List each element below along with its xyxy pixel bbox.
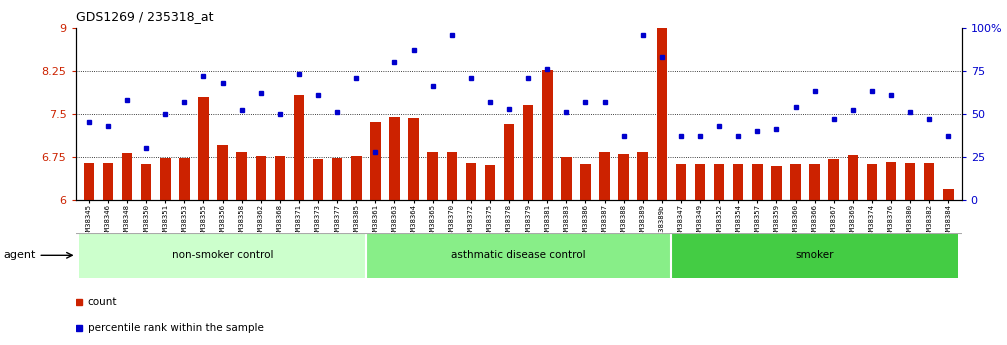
Bar: [905, 163, 915, 200]
Text: GDS1269 / 235318_at: GDS1269 / 235318_at: [76, 10, 213, 23]
Bar: [141, 165, 151, 200]
Bar: [672, 233, 958, 278]
Bar: [504, 124, 515, 200]
Bar: [160, 158, 170, 200]
Bar: [848, 155, 858, 200]
Bar: [103, 163, 113, 200]
Bar: [714, 165, 724, 200]
Text: asthmatic disease control: asthmatic disease control: [451, 250, 586, 260]
Text: agent: agent: [3, 250, 35, 260]
Bar: [580, 164, 591, 200]
Bar: [313, 159, 323, 200]
Text: non-smoker control: non-smoker control: [172, 250, 273, 260]
Bar: [84, 163, 94, 200]
Bar: [256, 156, 266, 200]
Bar: [427, 152, 438, 200]
Bar: [561, 157, 572, 200]
Bar: [237, 152, 247, 200]
Bar: [599, 152, 610, 200]
Bar: [198, 97, 208, 200]
Bar: [618, 154, 629, 200]
Bar: [752, 164, 762, 200]
Bar: [80, 233, 366, 278]
Bar: [695, 165, 705, 200]
Bar: [810, 164, 820, 200]
Text: smoker: smoker: [796, 250, 834, 260]
Bar: [829, 159, 839, 200]
Bar: [408, 118, 419, 200]
Bar: [924, 163, 934, 200]
Bar: [390, 117, 400, 200]
Text: count: count: [88, 297, 118, 307]
Bar: [542, 70, 553, 200]
Bar: [733, 165, 743, 200]
Bar: [275, 156, 285, 200]
Bar: [944, 189, 954, 200]
Bar: [218, 146, 228, 200]
Bar: [771, 166, 781, 200]
Bar: [523, 105, 534, 200]
Bar: [867, 164, 877, 200]
Bar: [676, 164, 686, 200]
Bar: [790, 164, 801, 200]
Bar: [657, 28, 667, 200]
Bar: [371, 122, 381, 200]
Text: percentile rank within the sample: percentile rank within the sample: [88, 324, 264, 333]
Bar: [886, 161, 896, 200]
Bar: [179, 158, 189, 200]
Bar: [366, 233, 672, 278]
Bar: [351, 156, 362, 200]
Bar: [122, 153, 132, 200]
Bar: [465, 163, 476, 200]
Bar: [637, 152, 648, 200]
Bar: [484, 165, 495, 200]
Bar: [294, 96, 304, 200]
Bar: [446, 152, 457, 200]
Bar: [332, 158, 342, 200]
